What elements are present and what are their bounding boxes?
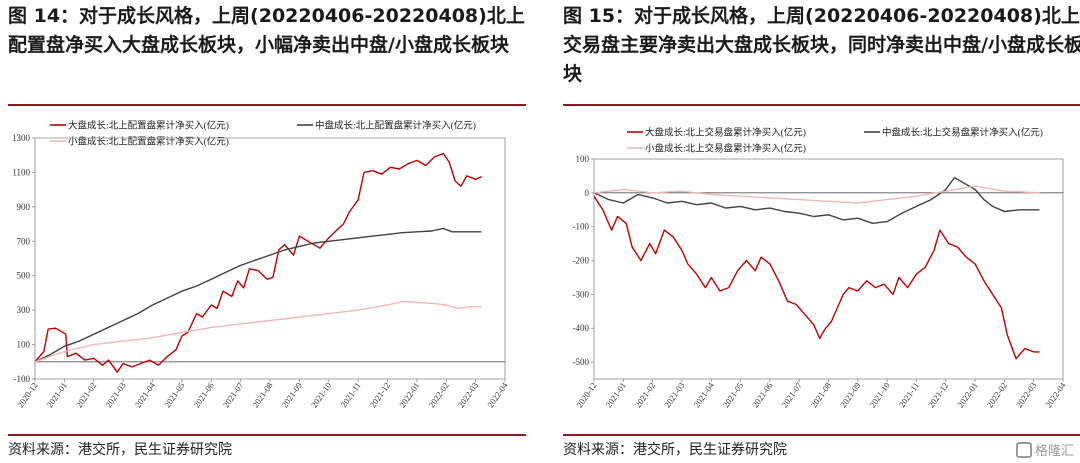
x-tick-label: 2021-04 [691,380,716,410]
y-tick-label: 500 [17,271,31,281]
x-tick-label: 2021-08 [250,380,274,409]
legend-label: 小盘成长:北上配置盘累计净买入(亿元) [68,136,229,148]
x-tick-label: 2021-10 [309,380,333,409]
x-tick-label: 2022-04 [485,380,510,410]
figure-title: 图 15：对于成长风格，上周(20220406-20220408)北上交易盘主要… [563,5,1080,85]
x-tick-label: 2021-09 [838,380,862,409]
watermark-logo: 格隆汇 [1015,440,1074,459]
x-tick-label: 2021-04 [133,380,158,410]
x-tick-label: 2021-07 [221,380,245,409]
y-tick-label: 300 [17,305,31,315]
legend-label: 大盘成长:北上配置盘累计净买入(亿元) [68,120,229,132]
legend-label: 小盘成长:北上交易盘累计净买入(亿元) [645,143,806,155]
y-tick-label: 900 [17,202,31,212]
y-tick-label: 100 [17,340,31,350]
x-tick-label: 2021-11 [897,380,921,409]
watermark-text: 格隆汇 [1034,444,1074,459]
x-tick-label: 2022-03 [1014,380,1038,409]
x-tick-label: 2021-01 [604,380,628,409]
figure-15-chart: 大盘成长:北上交易盘累计净买入(亿元) 中盘成长:北上交易盘累计净买入(亿元) 小盘… [573,127,1069,410]
figure-15-panel: 图 15：对于成长风格，上周(20220406-20220408)北上交易盘主要… [563,0,1080,463]
x-tick-label: 2021-09 [280,380,304,409]
x-tick-label: 2021-03 [662,380,686,409]
y-tick-label: -200 [573,256,590,266]
figure-14-chart: 大盘成长:北上配置盘累计净买入(亿元) 中盘成长:北上配置盘累计净买入(亿元) 小盘… [12,120,510,410]
x-tick-label: 2022-04 [1043,380,1068,410]
x-tick-label: 2022-02 [985,380,1009,409]
x-tick-label: 2021-01 [45,380,69,409]
series-line [593,185,1040,204]
x-tick-label: 2021-12 [926,380,950,409]
x-tick-label: 2021-11 [339,380,363,409]
source-note: 资料来源：港交所，民生证券研究院 [563,442,787,458]
legend-label: 大盘成长:北上交易盘累计净买入(亿元) [645,127,806,139]
x-tick-label: 2021-06 [750,380,774,409]
x-tick-label: 2022-01 [955,380,979,409]
series-line [34,227,482,363]
y-tick-label: 700 [17,236,31,246]
x-tick-label: 2021-02 [74,380,98,409]
legend-label: 中盘成长:北上交易盘累计净买入(亿元) [882,127,1043,139]
x-tick-label: 2021-06 [191,380,215,409]
y-tick-label: 1100 [12,167,30,177]
source-divider [563,434,1080,436]
figure-title: 图 14：对于成长风格，上周(20220406-20220408)北上配置盘净买… [8,5,525,56]
y-tick-label: 0 [585,188,590,198]
x-tick-label: 2021-02 [633,380,657,409]
series-line [34,152,482,373]
x-tick-label: 2022-03 [456,380,480,409]
title-divider [563,104,1080,106]
x-tick-label: 2022-02 [426,380,450,409]
x-tick-label: 2021-05 [721,380,745,409]
x-tick-label: 2020-12 [574,380,598,409]
y-tick-label: -100 [573,222,590,232]
x-tick-label: 2022-01 [397,380,421,409]
x-tick-label: 2021-08 [809,380,833,409]
x-tick-label: 2021-03 [103,380,127,409]
y-tick-label: -300 [573,289,590,299]
y-tick-label: 100 [576,154,590,164]
y-tick-label: -100 [14,374,31,384]
source-note: 资料来源：港交所，民生证券研究院 [8,442,232,458]
x-tick-label: 2021-07 [779,380,803,409]
figure-14-panel: 图 14：对于成长风格，上周(20220406-20220408)北上配置盘净买… [8,0,528,463]
series-line [34,300,482,363]
x-tick-label: 2020-12 [15,380,39,409]
y-tick-label: 1300 [12,133,31,143]
title-divider [8,104,526,106]
x-tick-label: 2021-05 [162,380,186,409]
y-tick-label: -400 [573,323,590,333]
watermark-icon [1015,442,1032,458]
source-divider [8,434,526,436]
legend-label: 中盘成长:北上配置盘累计净买入(亿元) [315,120,476,132]
x-tick-label: 2021-12 [368,380,392,409]
y-tick-label: -500 [573,357,590,367]
series-line [593,195,1040,360]
x-tick-label: 2021-10 [867,380,891,409]
